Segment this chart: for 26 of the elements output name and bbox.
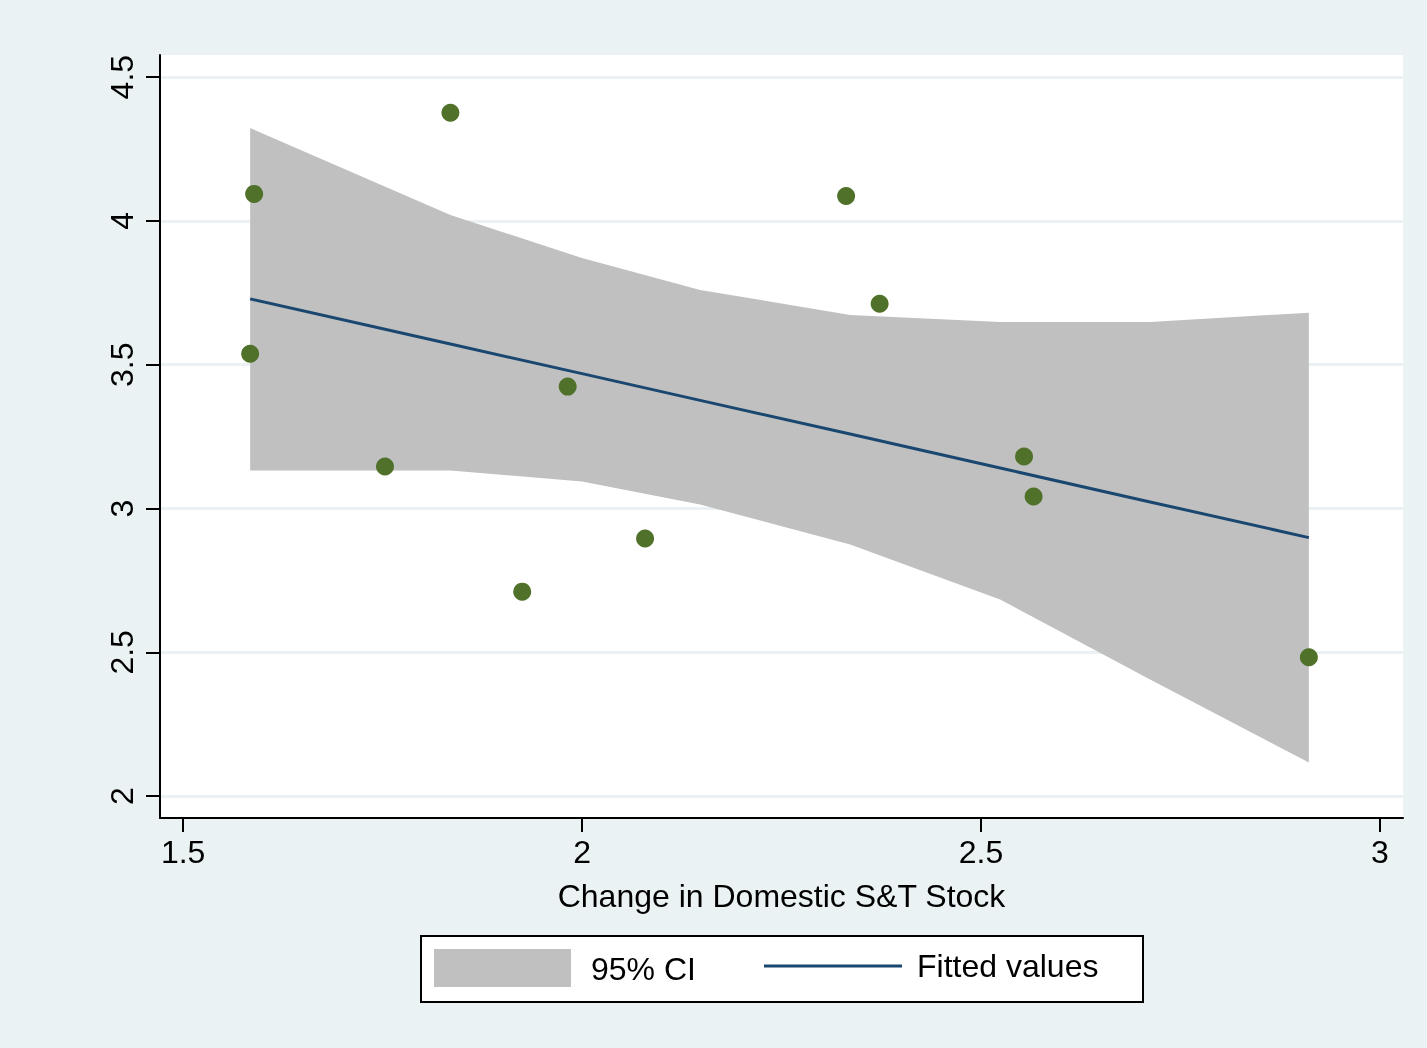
y-tick-label: 3 xyxy=(104,499,140,518)
y-tick-label: 4 xyxy=(104,212,140,230)
y-tick-label: 3.5 xyxy=(104,342,140,387)
x-tick-label: 1.5 xyxy=(160,834,206,870)
point xyxy=(837,186,856,205)
x-tick-label: 3 xyxy=(1370,834,1389,870)
point xyxy=(513,582,532,601)
point xyxy=(1024,487,1043,506)
y-tick-label: 4.5 xyxy=(104,54,140,100)
point xyxy=(376,457,394,476)
point xyxy=(558,377,577,396)
legend-label: Fitted values xyxy=(917,948,1099,984)
text: 95% CI xyxy=(591,950,696,988)
point xyxy=(1299,648,1318,667)
point xyxy=(245,184,264,203)
point xyxy=(441,103,460,122)
x-tick-label: 2.5 xyxy=(958,834,1004,870)
point xyxy=(1015,447,1034,466)
line-series xyxy=(248,297,1311,540)
point xyxy=(870,294,889,313)
point xyxy=(241,344,260,363)
y-tick-label: 2 xyxy=(104,787,140,806)
y-tick-label: 2.5 xyxy=(104,630,140,675)
x-axis-title: Change in Domestic S&T Stock xyxy=(557,878,1007,914)
x-tick-label: 2 xyxy=(573,834,591,870)
point xyxy=(636,529,655,548)
